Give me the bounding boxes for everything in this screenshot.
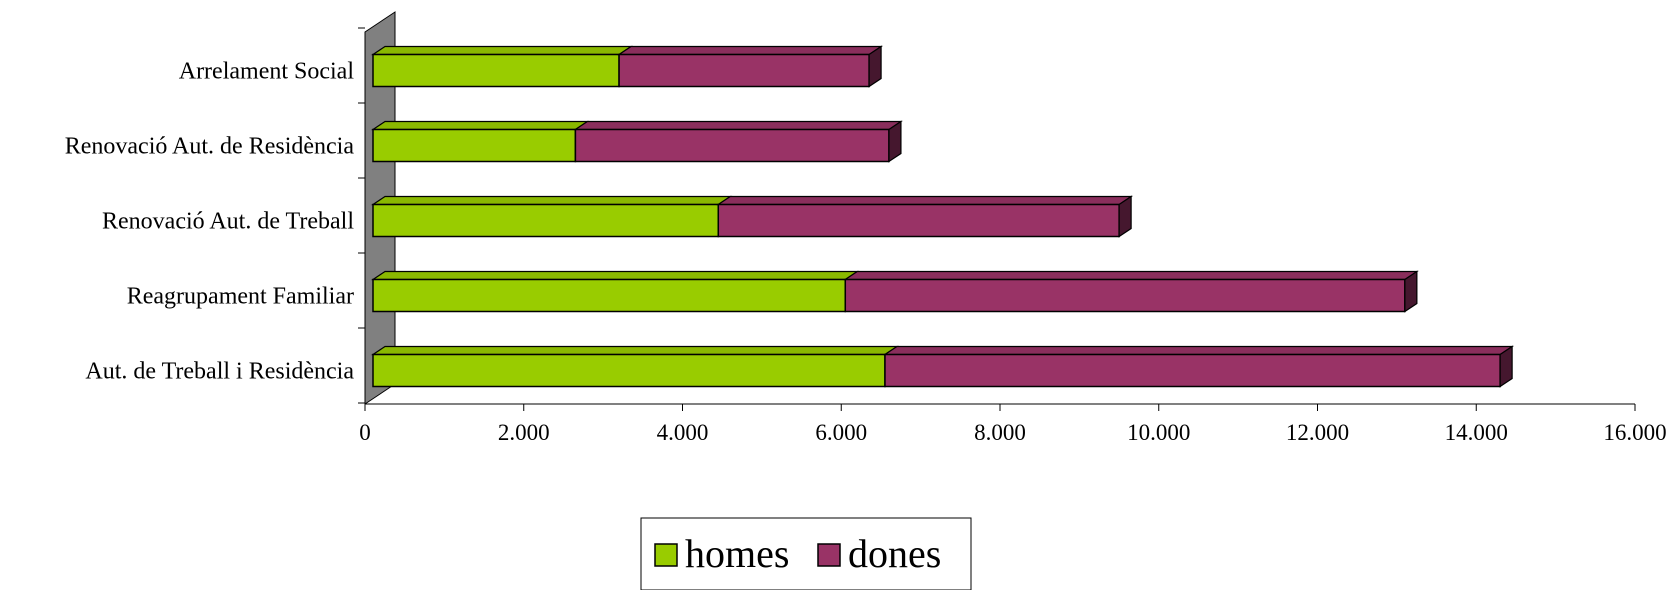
bar-side-dones <box>888 120 902 163</box>
x-tick-label: 0 <box>359 420 371 445</box>
category-label: Renovació Aut. de Treball <box>102 209 354 235</box>
x-axis <box>358 27 1636 411</box>
x-tick-labels: 0 2.000 4.000 6.000 8.000 10.000 12.000 14.000 1… <box>359 420 1666 445</box>
legend: homes dones <box>640 517 972 590</box>
bar-side-dones <box>1404 270 1418 313</box>
x-tick-label: 6.000 <box>815 420 867 445</box>
category-label: Renovació Aut. de Residència <box>65 134 355 160</box>
legend-label-homes: homes <box>685 531 789 576</box>
legend-box <box>640 517 972 590</box>
category-label: Reagrupament Familiar <box>127 284 354 310</box>
bar-dones <box>884 353 1501 388</box>
bar-top-dones <box>843 270 1419 281</box>
bar-top-homes <box>371 345 899 356</box>
bar-side-dones <box>1118 195 1132 238</box>
bar-side-dones <box>868 45 882 88</box>
bar-homes <box>372 353 886 388</box>
bar-top-dones <box>882 345 1515 356</box>
bar-homes <box>372 278 847 313</box>
x-tick-label: 2.000 <box>498 420 550 445</box>
bar-top-dones <box>617 45 884 56</box>
x-tick-label: 14.000 <box>1445 420 1508 445</box>
bar-dones <box>844 278 1406 313</box>
bar-top-homes <box>371 195 733 206</box>
category-label: Aut. de Treball i Residència <box>85 359 354 385</box>
legend-label-dones: dones <box>848 531 941 576</box>
x-tick-label: 8.000 <box>974 420 1026 445</box>
bar-homes <box>372 128 577 163</box>
bar-top-dones <box>573 120 903 131</box>
bar-homes <box>372 203 720 238</box>
bar-dones <box>717 203 1120 238</box>
x-tick-label: 12.000 <box>1286 420 1349 445</box>
bar-dones <box>618 53 870 88</box>
bars <box>371 45 1515 388</box>
category-labels: Aut. de Treball i Residència Reagrupament… <box>65 59 355 385</box>
bar-top-dones <box>716 195 1134 206</box>
x-tick-label: 16.000 <box>1603 420 1666 445</box>
legend-swatch-dones <box>817 543 841 567</box>
x-tick-label: 10.000 <box>1127 420 1190 445</box>
bar-dones <box>574 128 890 163</box>
bar-top-homes <box>371 45 634 56</box>
bar-top-homes <box>371 270 860 281</box>
bar-top-homes <box>371 120 590 131</box>
x-tick-label: 4.000 <box>657 420 709 445</box>
legend-swatch-homes <box>654 543 678 567</box>
category-label: Arrelament Social <box>179 59 355 85</box>
bar-homes <box>372 53 620 88</box>
bar-side-dones <box>1499 345 1513 388</box>
